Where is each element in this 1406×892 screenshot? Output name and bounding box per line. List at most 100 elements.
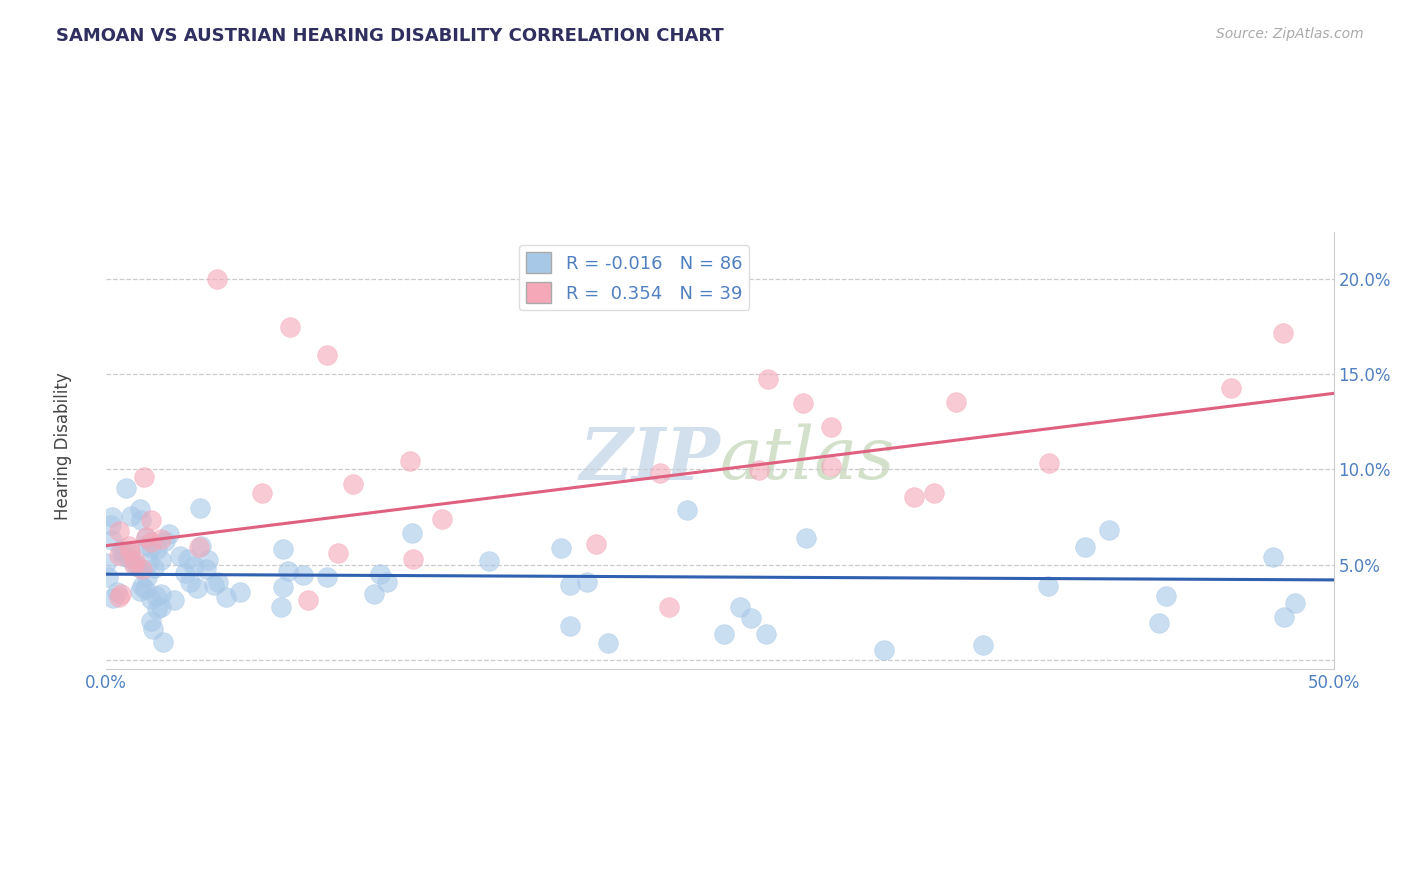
Point [1074, 540, 1097, 554]
Point [1038, 456, 1060, 470]
Point [142, 622, 165, 636]
Point [118, 551, 141, 566]
Point [139, 513, 162, 527]
Point [1219, 381, 1241, 395]
Point [277, 564, 299, 578]
Point [129, 583, 152, 598]
Point [598, 636, 620, 650]
Point [174, 566, 197, 581]
Point [197, 553, 219, 567]
Point [107, 548, 129, 562]
Point [1274, 610, 1296, 624]
Point [150, 532, 173, 546]
Point [326, 546, 349, 560]
Point [135, 530, 157, 544]
Point [1284, 596, 1306, 610]
Point [560, 619, 582, 633]
Point [271, 581, 294, 595]
Point [922, 485, 945, 500]
Point [576, 575, 599, 590]
Point [149, 553, 172, 567]
Point [972, 638, 994, 652]
Point [1098, 523, 1121, 537]
Text: ZIP: ZIP [579, 424, 720, 495]
Point [145, 589, 167, 603]
Point [128, 501, 150, 516]
Point [143, 561, 166, 575]
Point [650, 466, 672, 480]
Point [152, 635, 174, 649]
Point [139, 535, 162, 549]
Point [131, 562, 153, 576]
Point [1147, 616, 1170, 631]
Point [169, 549, 191, 563]
Point [342, 477, 364, 491]
Point [186, 581, 208, 595]
Point [110, 587, 132, 601]
Point [112, 549, 135, 563]
Point [118, 539, 141, 553]
Point [1272, 326, 1295, 340]
Point [1154, 589, 1177, 603]
Point [190, 540, 212, 554]
Point [149, 587, 172, 601]
Point [146, 542, 169, 557]
Point [127, 560, 149, 574]
Point [139, 541, 162, 556]
Point [1038, 579, 1060, 593]
Point [118, 546, 141, 560]
Point [153, 534, 176, 549]
Point [280, 319, 302, 334]
Point [97, 570, 120, 584]
Point [297, 593, 319, 607]
Point [187, 541, 209, 555]
Point [146, 602, 169, 616]
Point [101, 510, 124, 524]
Point [316, 569, 339, 583]
Point [872, 642, 894, 657]
Point [100, 533, 122, 548]
Point [138, 555, 160, 569]
Text: SAMOAN VS AUSTRIAN HEARING DISABILITY CORRELATION CHART: SAMOAN VS AUSTRIAN HEARING DISABILITY CO… [56, 27, 724, 45]
Point [139, 614, 162, 628]
Point [229, 584, 252, 599]
Point [740, 611, 762, 625]
Point [401, 526, 423, 541]
Point [207, 575, 229, 590]
Point [945, 394, 967, 409]
Point [676, 503, 699, 517]
Point [141, 591, 163, 606]
Text: atlas: atlas [720, 424, 896, 494]
Point [399, 454, 422, 468]
Point [215, 590, 238, 604]
Point [270, 599, 292, 614]
Point [292, 568, 315, 582]
Point [176, 552, 198, 566]
Point [129, 513, 152, 527]
Point [132, 470, 155, 484]
Point [316, 348, 339, 362]
Point [122, 558, 145, 573]
Point [820, 459, 842, 474]
Point [110, 543, 132, 558]
Point [202, 578, 225, 592]
Point [107, 524, 129, 538]
Point [179, 574, 201, 589]
Point [124, 554, 146, 568]
Point [100, 517, 122, 532]
Point [107, 590, 129, 604]
Point [794, 531, 817, 545]
Point [550, 541, 572, 556]
Point [135, 531, 157, 545]
Point [271, 541, 294, 556]
Point [792, 396, 814, 410]
Point [194, 562, 217, 576]
Point [135, 570, 157, 584]
Point [134, 582, 156, 596]
Point [205, 272, 228, 286]
Point [558, 578, 581, 592]
Point [112, 546, 135, 560]
Point [149, 600, 172, 615]
Point [183, 559, 205, 574]
Point [478, 553, 501, 567]
